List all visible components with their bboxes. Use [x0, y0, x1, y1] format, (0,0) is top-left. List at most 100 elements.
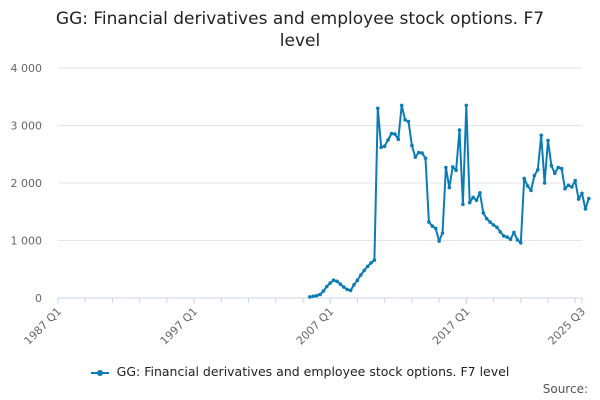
- chart-title-line-1: GG: Financial derivatives and employee s…: [55, 9, 545, 29]
- data-point: [352, 283, 356, 287]
- data-point: [576, 197, 581, 201]
- data-point: [573, 178, 577, 183]
- data-point: [311, 294, 316, 299]
- data-point: [440, 231, 445, 235]
- data-point: [454, 168, 458, 173]
- data-point: [396, 137, 401, 142]
- x-tick-label: 1997 Q1: [158, 305, 201, 348]
- data-point: [532, 173, 537, 178]
- data-point: [566, 183, 571, 188]
- data-point: [427, 220, 431, 224]
- data-point: [362, 268, 367, 273]
- data-point: [512, 230, 516, 235]
- x-tick-label: 1987 Q1: [22, 305, 65, 348]
- data-point: [389, 131, 394, 136]
- data-point: [423, 156, 428, 161]
- data-point: [546, 138, 550, 143]
- data-point: [580, 191, 584, 196]
- data-point: [508, 237, 513, 242]
- x-tick-label: 2025 Q3: [546, 305, 589, 348]
- data-point: [342, 285, 346, 289]
- data-point: [501, 234, 506, 238]
- data-point: [542, 181, 547, 185]
- data-point: [491, 223, 496, 227]
- data-point: [355, 278, 360, 283]
- data-point: [478, 191, 482, 195]
- data-point: [399, 103, 404, 108]
- data-point: [559, 166, 564, 171]
- data-point: [522, 176, 526, 181]
- data-point: [467, 200, 472, 205]
- data-point: [369, 261, 373, 265]
- data-point: [549, 164, 554, 168]
- data-point: [318, 292, 322, 297]
- data-point: [539, 133, 543, 138]
- data-point: [450, 165, 455, 169]
- data-point: [328, 281, 333, 285]
- data-point: [461, 202, 465, 207]
- data-point: [376, 106, 380, 111]
- data-point: [413, 155, 418, 159]
- data-point: [457, 128, 462, 132]
- data-point: [474, 198, 479, 203]
- data-point: [587, 196, 591, 201]
- data-point: [437, 239, 441, 243]
- data-point: [335, 279, 339, 284]
- data-point: [359, 273, 363, 277]
- data-point: [484, 216, 489, 221]
- data-point: [464, 103, 469, 108]
- data-point: [481, 211, 486, 215]
- y-tick-label: 3 000: [11, 120, 43, 133]
- series-line: [309, 104, 590, 298]
- source-label[interactable]: Source:: [542, 382, 588, 396]
- data-point: [583, 207, 588, 211]
- y-tick-label: 4 000: [11, 62, 43, 75]
- y-tick-label: 0: [35, 292, 42, 305]
- data-point: [498, 230, 503, 234]
- data-point: [308, 295, 312, 299]
- data-point: [536, 168, 540, 172]
- data-point: [525, 184, 530, 188]
- y-tick-label: 2 000: [11, 177, 43, 190]
- data-point: [570, 185, 574, 189]
- legend-series-swatch: [90, 368, 109, 378]
- data-point: [444, 165, 448, 170]
- data-point: [403, 118, 407, 122]
- data-point: [515, 238, 520, 242]
- data-point: [495, 225, 499, 230]
- legend-series-label: GG: Financial derivatives and employee s…: [116, 364, 510, 379]
- chart-title-line-2: level: [279, 31, 321, 51]
- data-point: [386, 138, 390, 142]
- data-point: [430, 224, 435, 228]
- data-point: [382, 144, 387, 148]
- data-point: [471, 195, 475, 200]
- data-point: [410, 143, 414, 148]
- data-point: [314, 293, 319, 298]
- data-point: [325, 284, 329, 289]
- data-point: [338, 282, 343, 287]
- data-point: [505, 235, 509, 239]
- data-point: [345, 287, 350, 292]
- data-point: [406, 119, 411, 124]
- x-tick-label: 2017 Q1: [430, 305, 473, 348]
- x-tick-label: 2007 Q1: [294, 305, 337, 348]
- chart-title: GG: Financial derivatives and employee s…: [0, 8, 600, 52]
- data-point: [321, 289, 326, 293]
- data-point: [365, 264, 370, 269]
- data-point: [519, 241, 523, 245]
- data-point: [447, 185, 452, 190]
- data-point: [553, 171, 557, 175]
- data-point: [331, 278, 336, 283]
- y-tick-label: 1 000: [11, 235, 43, 248]
- data-point: [529, 188, 533, 193]
- data-point: [379, 145, 384, 150]
- data-point: [416, 150, 421, 155]
- data-point: [420, 151, 424, 155]
- data-point: [372, 258, 377, 262]
- data-point: [563, 187, 567, 191]
- data-point: [393, 132, 397, 136]
- chart-legend[interactable]: GG: Financial derivatives and employee s…: [0, 364, 600, 379]
- data-point: [556, 165, 560, 170]
- data-point: [348, 288, 353, 293]
